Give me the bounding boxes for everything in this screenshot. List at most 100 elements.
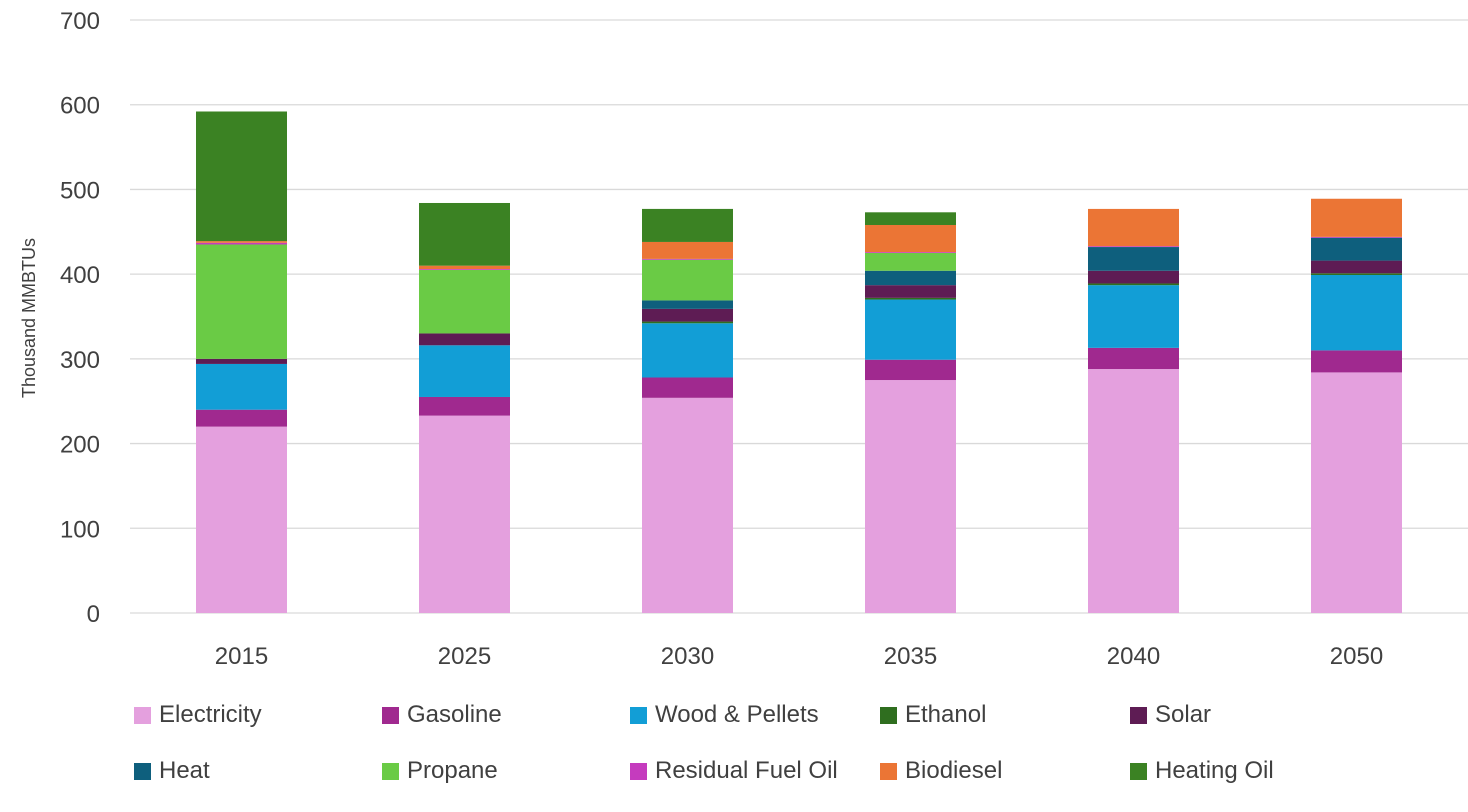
y-tick-label: 300 [60, 347, 100, 374]
legend-swatch [382, 762, 399, 780]
bars [196, 111, 1402, 613]
bar-segment [642, 397, 733, 613]
bar-segment [642, 241, 733, 259]
bar-segment [1088, 247, 1179, 271]
y-tick-label: 500 [60, 177, 100, 204]
legend-label: Solar [1155, 701, 1212, 728]
bar-segment [642, 300, 733, 309]
legend-item: Propane [382, 756, 630, 786]
legend-item: Wood & Pellets [630, 700, 880, 730]
bar-segment [642, 323, 733, 378]
bar-segment [1311, 350, 1402, 373]
bar-segment [419, 396, 510, 416]
gridlines [130, 19, 1468, 614]
bar-segment [419, 269, 510, 334]
y-axis-ticks: 0 100 200 300 400 500 600 700 [60, 8, 100, 628]
legend: Electricity Gasoline Wood & Pellets Ethanol… [134, 700, 1464, 812]
bar-segment [865, 252, 956, 253]
bar-segment [642, 258, 733, 260]
bar-segment [642, 308, 733, 322]
legend-swatch [880, 706, 897, 724]
bar-segment [1088, 347, 1179, 370]
bar-segment [419, 415, 510, 613]
bar-segment [865, 285, 956, 298]
bar-segment [865, 270, 956, 286]
bar-segment [1311, 198, 1402, 237]
bar-segment [419, 202, 510, 266]
legend-label: Propane [407, 757, 498, 784]
bar-segment [642, 259, 733, 301]
legend-swatch [1130, 762, 1147, 780]
bar-segment [1311, 260, 1402, 274]
bar-segment [196, 363, 287, 410]
x-tick-label: 2015 [215, 643, 268, 670]
bar-segment [1088, 285, 1179, 348]
legend-label: Heat [159, 757, 210, 784]
legend-swatch [134, 706, 151, 724]
legend-label: Biodiesel [905, 757, 1003, 784]
bar-segment [1088, 246, 1179, 248]
legend-item: Gasoline [382, 700, 630, 730]
bar-segment [196, 242, 287, 245]
legend-label: Ethanol [905, 701, 987, 728]
bar-segment [642, 208, 733, 242]
y-axis-label: Thousand MMBTUs [19, 238, 39, 398]
legend-item: Solar [1130, 700, 1360, 730]
x-tick-label: 2025 [438, 643, 491, 670]
legend-swatch [630, 706, 647, 724]
bar-segment [642, 321, 733, 324]
x-axis-ticks: 2015 2025 2030 2035 2040 2050 [215, 643, 1383, 670]
bar-segment [865, 212, 956, 226]
bar-segment [1311, 236, 1402, 238]
bar-segment [1088, 283, 1179, 286]
y-tick-label: 700 [60, 8, 100, 35]
x-tick-label: 2040 [1107, 643, 1160, 670]
bar-segment [1088, 369, 1179, 613]
bar-segment [1088, 270, 1179, 284]
legend-item: Electricity [134, 700, 382, 730]
bar-segment [1088, 208, 1179, 247]
bar-segment [865, 297, 956, 300]
x-tick-label: 2030 [661, 643, 714, 670]
legend-swatch [1130, 706, 1147, 724]
bar-segment [865, 380, 956, 613]
legend-row-1: Electricity Gasoline Wood & Pellets Ethanol… [134, 700, 1464, 730]
bar-segment [419, 269, 510, 270]
bar-segment [196, 244, 287, 359]
legend-swatch [630, 762, 647, 780]
y-tick-label: 100 [60, 516, 100, 543]
bar-segment [196, 111, 287, 242]
legend-label: Electricity [159, 701, 262, 728]
bar-segment [865, 225, 956, 253]
y-tick-label: 200 [60, 432, 100, 459]
legend-item: Ethanol [880, 700, 1130, 730]
x-tick-label: 2035 [884, 643, 937, 670]
legend-label: Gasoline [407, 701, 502, 728]
bar-segment [419, 265, 510, 270]
legend-swatch [880, 762, 897, 780]
legend-item: Residual Fuel Oil [630, 756, 880, 786]
bar-segment [865, 299, 956, 360]
bar-segment [196, 426, 287, 613]
legend-swatch [382, 706, 399, 724]
bar-segment [196, 241, 287, 243]
x-tick-label: 2050 [1330, 643, 1383, 670]
bar-segment [1311, 274, 1402, 351]
bar-segment [196, 409, 287, 427]
bar-segment [642, 377, 733, 398]
y-tick-label: 600 [60, 93, 100, 120]
bar-segment [865, 252, 956, 271]
legend-item: Heating Oil [1130, 756, 1360, 786]
bar-segment [419, 345, 510, 397]
bar-segment [419, 333, 510, 346]
bar-segment [1311, 237, 1402, 261]
legend-label: Wood & Pellets [655, 701, 819, 728]
bar-segment [865, 359, 956, 381]
y-tick-label: 400 [60, 262, 100, 289]
y-tick-label: 0 [87, 601, 100, 628]
legend-label: Heating Oil [1155, 757, 1274, 784]
bar-segment [1311, 372, 1402, 613]
bar-segment [196, 358, 287, 364]
legend-label: Residual Fuel Oil [655, 757, 838, 784]
